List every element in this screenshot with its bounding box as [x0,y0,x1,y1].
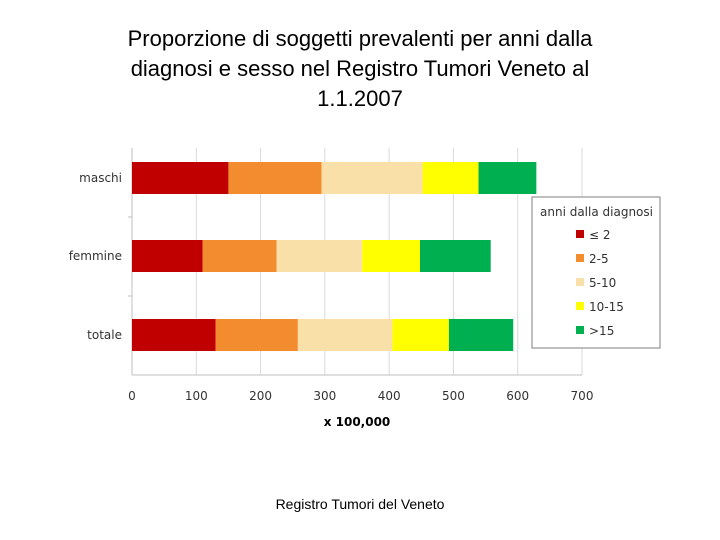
bar-maschi-series-0 [132,162,229,194]
bar-femmine-series-4 [420,240,491,272]
x-axis-label: x 100,000 [324,415,391,429]
legend-swatch-3 [576,302,584,310]
x-tick-label-1: 100 [185,389,208,403]
x-tick-label-7: 700 [571,389,594,403]
legend-swatch-2 [576,278,584,286]
x-tick-label-6: 600 [506,389,529,403]
legend-label-2: 5-10 [589,276,616,290]
legend-label-1: 2-5 [589,252,609,266]
x-tick-label-4: 400 [378,389,401,403]
legend-label-3: 10-15 [589,300,624,314]
footer-credit: Registro Tumori del Veneto [275,496,445,512]
legend-swatch-0 [576,230,584,238]
slide-title: Proporzione di soggetti prevalenti per a… [40,24,680,114]
legend-swatch-1 [576,254,584,262]
title-line-3: 1.1.2007 [317,86,403,111]
bar-maschi-series-1 [228,162,322,194]
bar-totale-series-3 [392,319,449,351]
legend-label-0: ≤ 2 [589,228,611,242]
x-tick-label-2: 200 [249,389,272,403]
legend-swatch-4 [576,326,584,334]
legend-box [531,196,661,349]
bar-totale-series-4 [448,319,514,351]
x-tick-label-0: 0 [128,389,136,403]
category-label-maschi: maschi [79,171,122,185]
legend-title: anni dalla diagnosi [540,205,653,219]
legend-label-4: >15 [589,324,614,338]
category-label-femmine: femmine [69,249,122,263]
bar-femmine-series-2 [276,240,363,272]
bar-maschi-series-2 [321,162,423,194]
bar-maschi-series-4 [478,162,537,194]
title-line-1: Proporzione di soggetti prevalenti per a… [127,26,593,51]
category-label-totale: totale [87,328,122,342]
bar-totale-series-1 [215,319,298,351]
bar-totale-series-2 [297,319,393,351]
bar-femmine-series-1 [202,240,277,272]
bar-totale-series-0 [132,319,216,351]
x-tick-label-5: 500 [442,389,465,403]
bar-femmine-series-3 [362,240,420,272]
x-tick-label-3: 300 [313,389,336,403]
title-line-2: diagnosi e sesso nel Registro Tumori Ven… [130,56,590,81]
bar-femmine-series-0 [132,240,203,272]
bar-maschi-series-3 [422,162,479,194]
